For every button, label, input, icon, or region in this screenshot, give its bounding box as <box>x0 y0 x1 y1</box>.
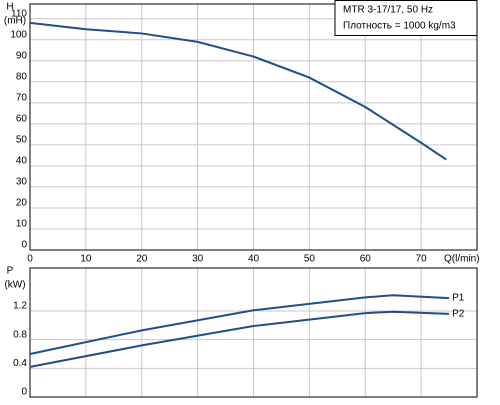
plot-frame <box>29 3 478 251</box>
y-tick-label: 0.4 <box>13 358 27 369</box>
legend-box <box>334 0 478 36</box>
y-axis-label: H <box>6 2 13 13</box>
y-tick-label: 100 <box>10 29 27 40</box>
annotation: Плотность = 1000 kg/m3 <box>343 21 456 32</box>
y-tick-label: 80 <box>16 71 28 82</box>
series-label: P2 <box>452 309 465 320</box>
x-tick-label: 10 <box>80 254 92 265</box>
curve <box>29 21 447 161</box>
curve <box>29 294 450 355</box>
y-tick-label: 90 <box>16 50 28 61</box>
y-axis-label: (mH) <box>4 16 26 27</box>
y-tick-label: 20 <box>16 198 28 209</box>
x-tick-label: 30 <box>192 254 204 265</box>
y-tick-label: 10 <box>16 219 28 230</box>
y-tick-label: 30 <box>16 177 28 188</box>
y-tick-label: 110 <box>11 8 27 19</box>
annotation: MTR 3-17/17, 50 Hz <box>343 5 433 16</box>
x-tick-label: 20 <box>136 254 148 265</box>
x-tick-label: 60 <box>360 254 372 265</box>
curve <box>29 310 450 368</box>
x-tick-label: 50 <box>304 254 316 265</box>
y-tick-label: 0 <box>21 240 27 251</box>
x-tick-label: 70 <box>416 254 428 265</box>
y-tick-label: 40 <box>16 156 28 167</box>
x-tick-label: 40 <box>248 254 260 265</box>
y-tick-label: 60 <box>16 113 28 124</box>
x-axis-label: Q(l/min) <box>444 254 480 265</box>
y-tick-label: 70 <box>16 92 28 103</box>
y-tick-label: 0.8 <box>13 329 27 340</box>
y-tick-label: 50 <box>16 135 28 146</box>
y-tick-label: 0 <box>21 387 27 398</box>
plot-frame <box>29 267 478 398</box>
y-axis-label: (kW) <box>4 280 25 291</box>
series-label: P1 <box>452 293 465 304</box>
x-tick-label: 0 <box>27 254 33 265</box>
y-axis-label: P <box>7 266 14 277</box>
y-tick-label: 1.2 <box>13 301 27 312</box>
